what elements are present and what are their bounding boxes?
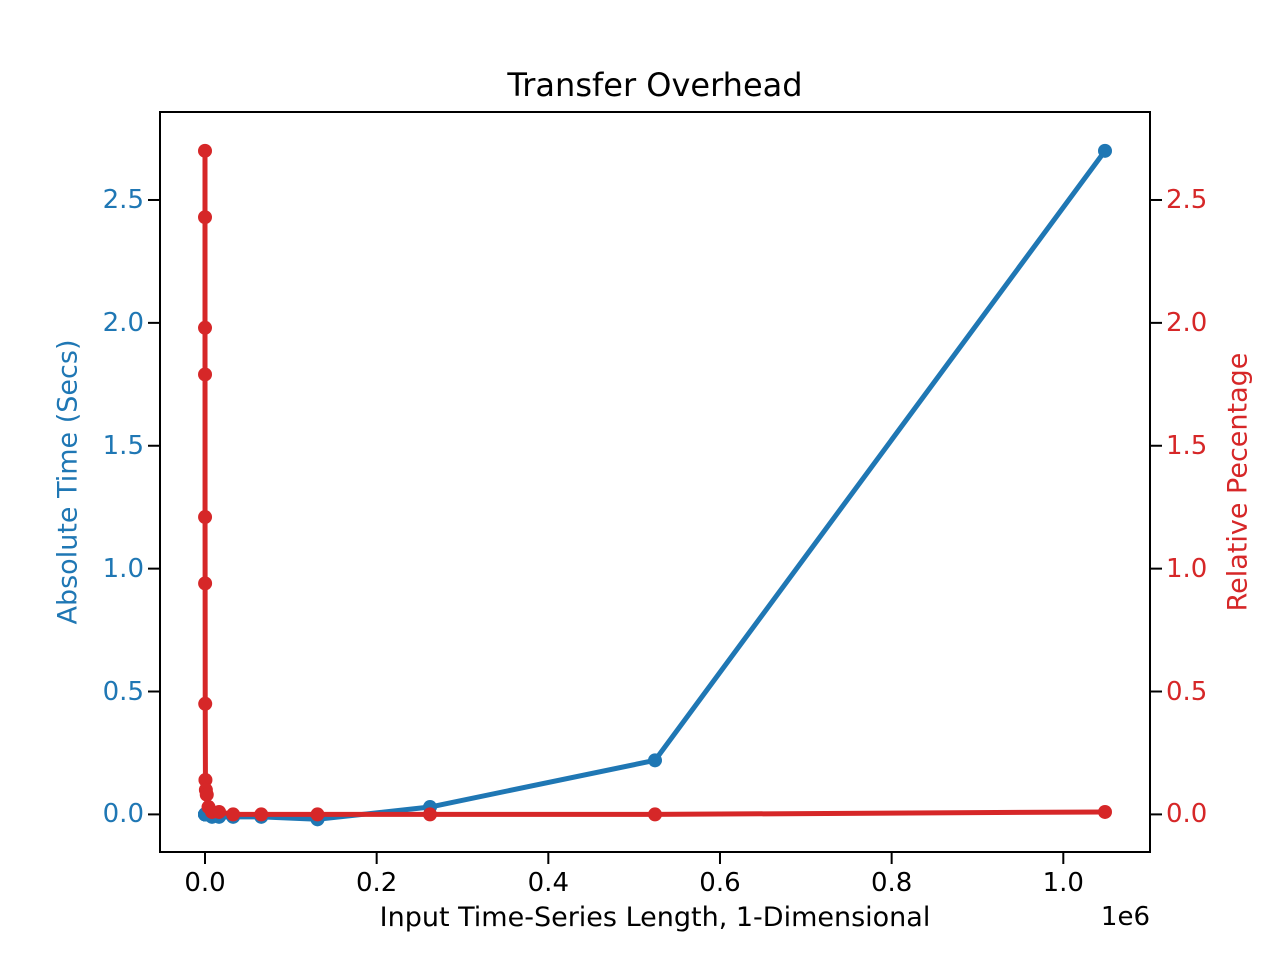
x-tick-label: 0.4 xyxy=(527,868,569,898)
y-tick-label-right: 1.0 xyxy=(1166,553,1208,584)
y-tick-label-right: 0.0 xyxy=(1166,799,1208,830)
y-tick-label-left: 2.0 xyxy=(102,307,144,338)
x-tick-label: 0.0 xyxy=(184,868,226,898)
data-point-marker-1 xyxy=(226,807,241,822)
y-axis-label-right: Relative Pecentage xyxy=(1222,352,1254,612)
x-axis-offset-label: 1e6 xyxy=(1100,902,1150,932)
y-tick-label-right: 2.5 xyxy=(1166,184,1208,215)
data-point-marker-1 xyxy=(254,807,269,822)
data-point-marker-0 xyxy=(1098,143,1112,158)
data-point-marker-1 xyxy=(198,143,213,158)
data-point-marker-1 xyxy=(198,510,213,525)
y-tick-label-left: 1.5 xyxy=(102,430,144,461)
data-point-marker-1 xyxy=(198,772,213,787)
series-line-1 xyxy=(202,148,1108,817)
y-tick-label-left: 2.5 xyxy=(102,184,144,215)
x-axis-label: Input Time-Series Length, 1-Dimensional xyxy=(379,902,931,933)
data-point-marker-1 xyxy=(648,807,662,822)
chart-title: Transfer Overhead xyxy=(507,66,803,104)
series-line-0 xyxy=(202,148,1108,822)
y-tick-label-right: 2.0 xyxy=(1166,307,1208,338)
data-point-marker-1 xyxy=(1098,804,1112,819)
x-tick-label: 0.2 xyxy=(355,868,398,898)
data-point-marker-1 xyxy=(310,807,325,822)
data-point-marker-1 xyxy=(198,576,213,591)
data-point-marker-1 xyxy=(199,787,214,802)
data-point-marker-1 xyxy=(212,804,227,819)
y-axis-label-left: Absolute Time (Secs) xyxy=(52,339,84,625)
y-tick-label-left: 0.5 xyxy=(102,676,144,707)
y-tick-label-right: 1.5 xyxy=(1166,430,1208,461)
y-tick-label-left: 0.0 xyxy=(102,799,144,830)
axes-frame xyxy=(159,111,1151,853)
data-point-marker-0 xyxy=(648,753,662,768)
y-tick-label-left: 1.0 xyxy=(102,553,144,584)
x-tick-label: 0.6 xyxy=(699,868,741,898)
x-tick-label: 1.0 xyxy=(1042,868,1084,898)
data-point-marker-1 xyxy=(198,210,213,225)
data-point-marker-1 xyxy=(198,696,213,711)
data-point-marker-1 xyxy=(423,807,437,822)
data-point-marker-1 xyxy=(198,320,213,335)
y-tick-label-right: 0.5 xyxy=(1166,676,1208,707)
data-point-marker-1 xyxy=(198,367,213,382)
x-tick-label: 0.8 xyxy=(870,868,913,898)
